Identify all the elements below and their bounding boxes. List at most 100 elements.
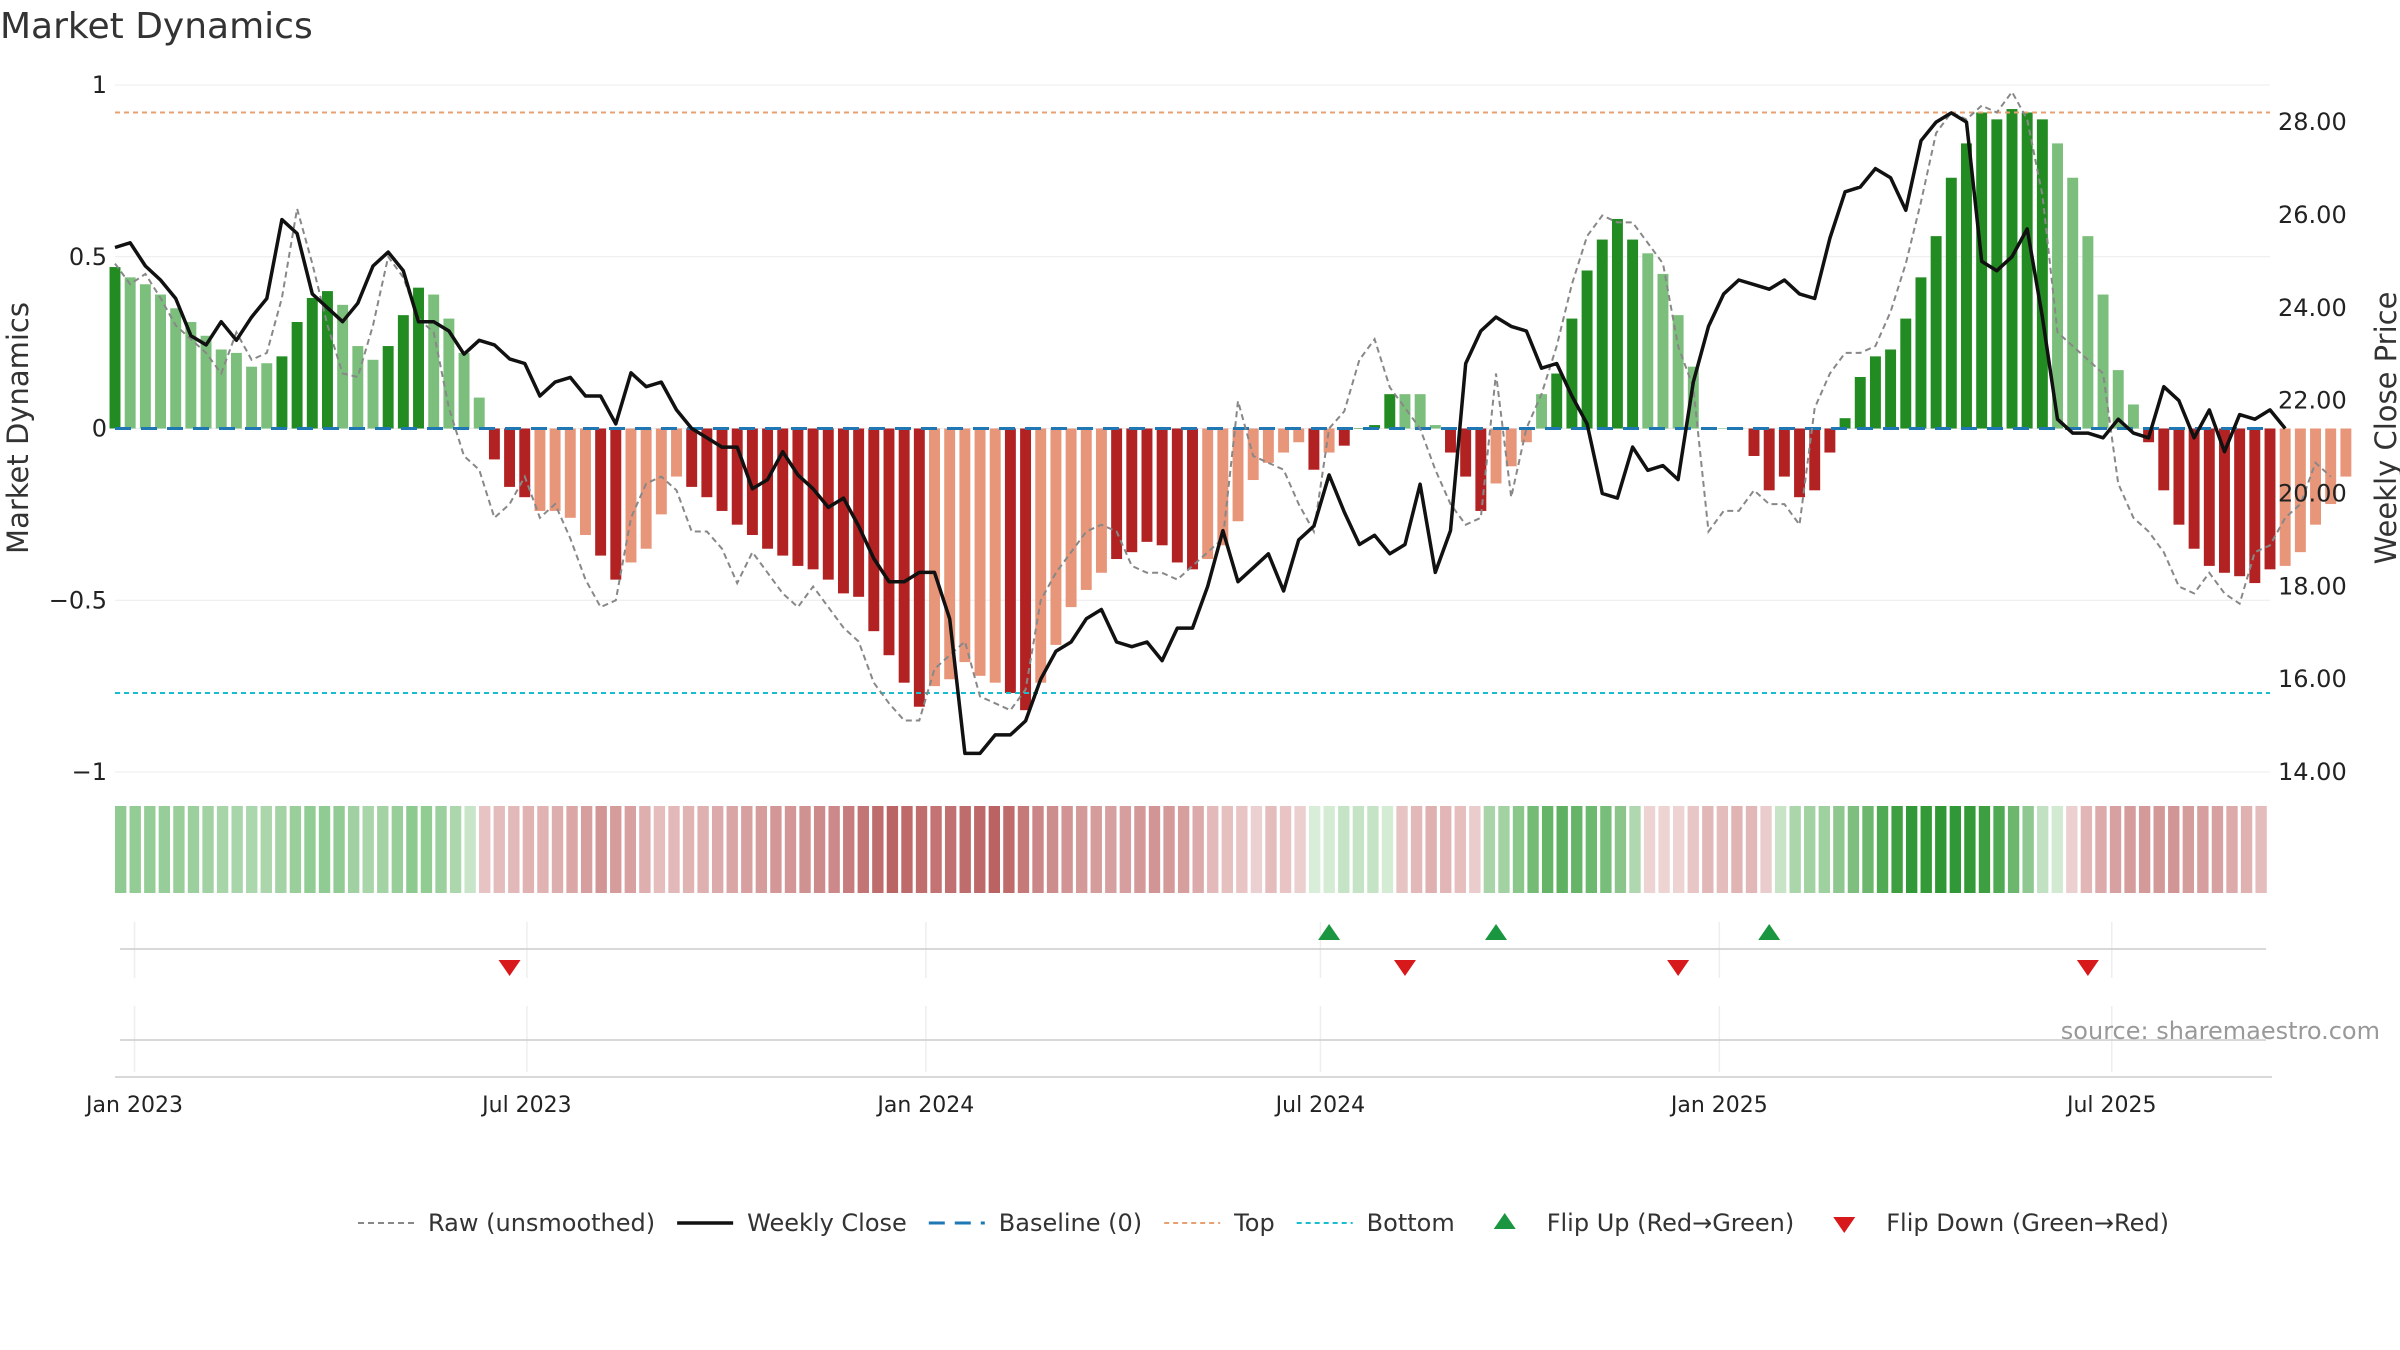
dynamics-bar [2158,428,2170,491]
dynamics-bar [1763,428,1775,491]
dynamics-bar [337,304,349,429]
strip-cell [1454,806,1466,893]
strip-cell [1745,806,1758,893]
strip-cell [1760,806,1772,893]
dynamics-bar [625,428,637,563]
dynamics-bar [428,294,440,429]
strip-cell [1614,806,1627,893]
strip-cell [1032,806,1044,893]
strip-cell [231,806,243,893]
dynamics-bar [155,294,166,429]
strip-cell [610,806,622,893]
dynamics-bar [837,428,849,594]
dynamics-bar [1384,394,1396,429]
strip-cell [2197,806,2209,893]
dynamics-bar [1718,428,1730,429]
strip-cell [1512,806,1525,893]
dynamics-bar [746,428,758,535]
strip-cell [2037,806,2049,893]
strip-cell [1629,806,1641,893]
flip-down-marker [498,960,521,976]
y2-tick-label: 20.00 [2278,479,2347,507]
reference-lines [115,111,2270,694]
strip-cell [813,806,826,893]
dynamics-bar [1429,425,1441,429]
strip-cell [1658,806,1670,893]
y2-tick-label: 28.00 [2278,108,2347,136]
y2-tick-label: 26.00 [2278,201,2347,229]
legend-swatch [1833,1217,1856,1233]
strip-cell [784,806,797,893]
dynamics-bar [989,428,1001,683]
dynamics-bar [367,359,379,429]
dynamics-bar [2067,177,2079,429]
strip-cell [1949,806,1962,893]
dynamics-bar [610,428,622,580]
dynamics-bar [1445,428,1456,453]
strip-cell [522,806,535,893]
x-tick-label: Jul 2023 [480,1093,572,1118]
strip-cell [318,806,331,893]
strip-cell [988,806,1001,893]
dynamics-bar [655,428,667,515]
dynamics-bar [1915,277,1927,429]
dynamics-bar [959,428,971,663]
legend-item-raw: Raw (unsmoothed) [358,1209,655,1237]
strip-cell [857,806,869,893]
dynamics-bar [2097,294,2109,429]
strip-cell [1920,806,1932,893]
dynamics-bar [458,352,470,429]
dynamics-bar [777,428,789,556]
strip-cell [711,806,724,893]
legend-label: Weekly Close [747,1209,907,1237]
dynamics-bar [2127,404,2139,429]
y-tick-label: 0 [92,415,107,443]
strip-cell [1221,806,1233,893]
strip-cell [2007,806,2020,893]
dynamics-bar [1020,428,1032,711]
dynamics-bar [1778,428,1790,477]
regime-strip [115,806,2267,893]
strip-cell [537,806,549,893]
dynamics-bar [1141,428,1153,542]
strip-cell [1134,806,1146,893]
dynamics-bar [2294,428,2306,553]
dynamics-bar [1581,270,1593,429]
legend-item-weekly-close: Weekly Close [677,1209,907,1237]
strip-cell [959,806,971,893]
dynamics-bar [1080,428,1092,590]
dynamics-bar [1611,218,1623,429]
legend-swatch [1493,1213,1516,1229]
strip-cell [974,806,986,893]
strip-cell [843,806,855,893]
strip-cell [2095,806,2107,893]
strip-cell [1338,806,1350,893]
strip-cell [1148,806,1161,893]
flip-down-marker [2076,960,2099,976]
dynamics-bar [1353,428,1365,429]
x-tick-label: Jan 2023 [84,1093,183,1118]
dynamics-bar [1854,376,1866,429]
dynamics-bar [1475,428,1487,511]
strip-cell [1250,806,1263,893]
dynamics-bar [1991,119,2003,429]
strip-cell [2168,806,2180,893]
strip-cell [944,806,957,893]
strip-cell [1279,806,1292,893]
dynamics-bar [1520,428,1532,443]
strip-cell [915,806,928,893]
strip-cell [2080,806,2093,893]
dynamics-bar [246,366,258,429]
strip-cell [1294,806,1306,893]
y-tick-label: 1 [92,71,107,99]
dynamics-bar [504,428,516,487]
strip-cell [1352,806,1365,893]
dynamics-bar [1505,428,1517,467]
dynamics-bar [2310,428,2321,525]
dynamics-bar [1748,428,1760,456]
chart-title: Market Dynamics [0,6,313,47]
strip-cell [1556,806,1568,893]
legend-label: Top [1233,1209,1275,1237]
strip-cell [1090,806,1102,893]
strip-cell [886,806,899,893]
